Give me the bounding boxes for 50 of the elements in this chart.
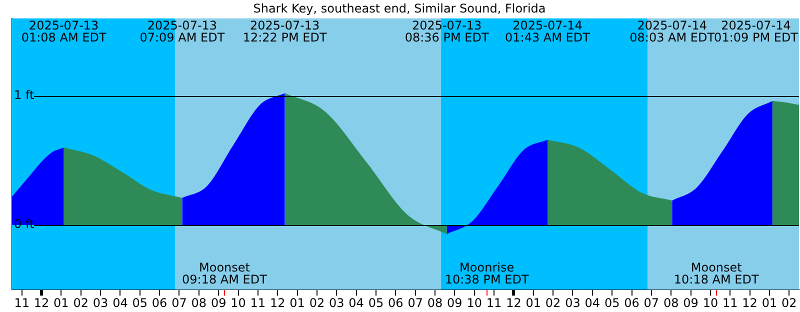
x-tick-label: 12: [34, 296, 50, 310]
annotation: 2025-07-14 01:43 AM EDT: [505, 18, 591, 45]
x-tick-label: 11: [486, 296, 502, 310]
x-tick-label: 02: [73, 296, 89, 310]
annotation: Moonrise 10:38 PM EDT: [444, 260, 530, 287]
x-tick-label: 03: [565, 296, 580, 310]
x-tick-label: 02: [545, 296, 561, 310]
x-tick-label: 04: [584, 296, 600, 310]
x-tick-label: 05: [368, 296, 384, 310]
annotation: Moonset 10:18 AM EDT: [674, 260, 760, 287]
x-tick-label: 03: [92, 296, 108, 310]
x-tick-label: 05: [132, 296, 148, 310]
x-tick-label: 12: [270, 296, 286, 310]
annotation: 2025-07-14 01:09 PM EDT: [714, 18, 799, 45]
y-tick-label: 1 ft: [14, 88, 34, 102]
x-tick-label: 01: [762, 296, 778, 310]
x-tick-label: 08: [191, 296, 207, 310]
x-tick-label: 07: [408, 296, 423, 310]
x-tick-label: 06: [152, 296, 168, 310]
x-tick-label: 05: [604, 296, 620, 310]
x-tick-label: 07: [172, 296, 187, 310]
annotation: Moonset 09:18 AM EDT: [182, 260, 268, 287]
x-tick-label: 12: [506, 296, 522, 310]
annotation: 2025-07-13 12:22 PM EDT: [242, 18, 328, 45]
x-tick-label: 07: [644, 296, 660, 310]
annotation: 2025-07-13 01:08 AM EDT: [21, 18, 107, 45]
x-tick-label: 11: [250, 296, 266, 310]
chart-title: Shark Key, southeast end, Similar Sound, Florida: [253, 1, 546, 16]
x-tick-label: 08: [427, 296, 443, 310]
x-tick-label: 04: [348, 296, 364, 310]
x-tick-label: 02: [309, 296, 325, 310]
x-tick-label: 09: [447, 296, 462, 310]
x-tick-label: 11: [14, 296, 30, 310]
x-tick-label: 01: [290, 296, 305, 310]
x-tick-label: 10: [230, 296, 246, 310]
x-tick-label: 02: [782, 296, 797, 310]
x-tick-label: 12: [742, 296, 758, 310]
x-tick-label: 11: [722, 296, 738, 310]
x-tick-label: 04: [112, 296, 128, 310]
x-tick-label: 09: [683, 296, 698, 310]
x-tick-label: 08: [663, 296, 679, 310]
x-tick-label: 01: [54, 296, 69, 310]
x-tick-label: 01: [526, 296, 542, 310]
x-tick-label: 06: [624, 296, 640, 310]
x-tick-label: 10: [702, 296, 718, 310]
x-tick-label: 03: [328, 296, 344, 310]
x-tick-label: 09: [210, 296, 226, 310]
x-tick-label: 10: [466, 296, 482, 310]
annotation: 2025-07-13 08:36 PM EDT: [404, 18, 490, 45]
x-tick-label: 06: [388, 296, 404, 310]
